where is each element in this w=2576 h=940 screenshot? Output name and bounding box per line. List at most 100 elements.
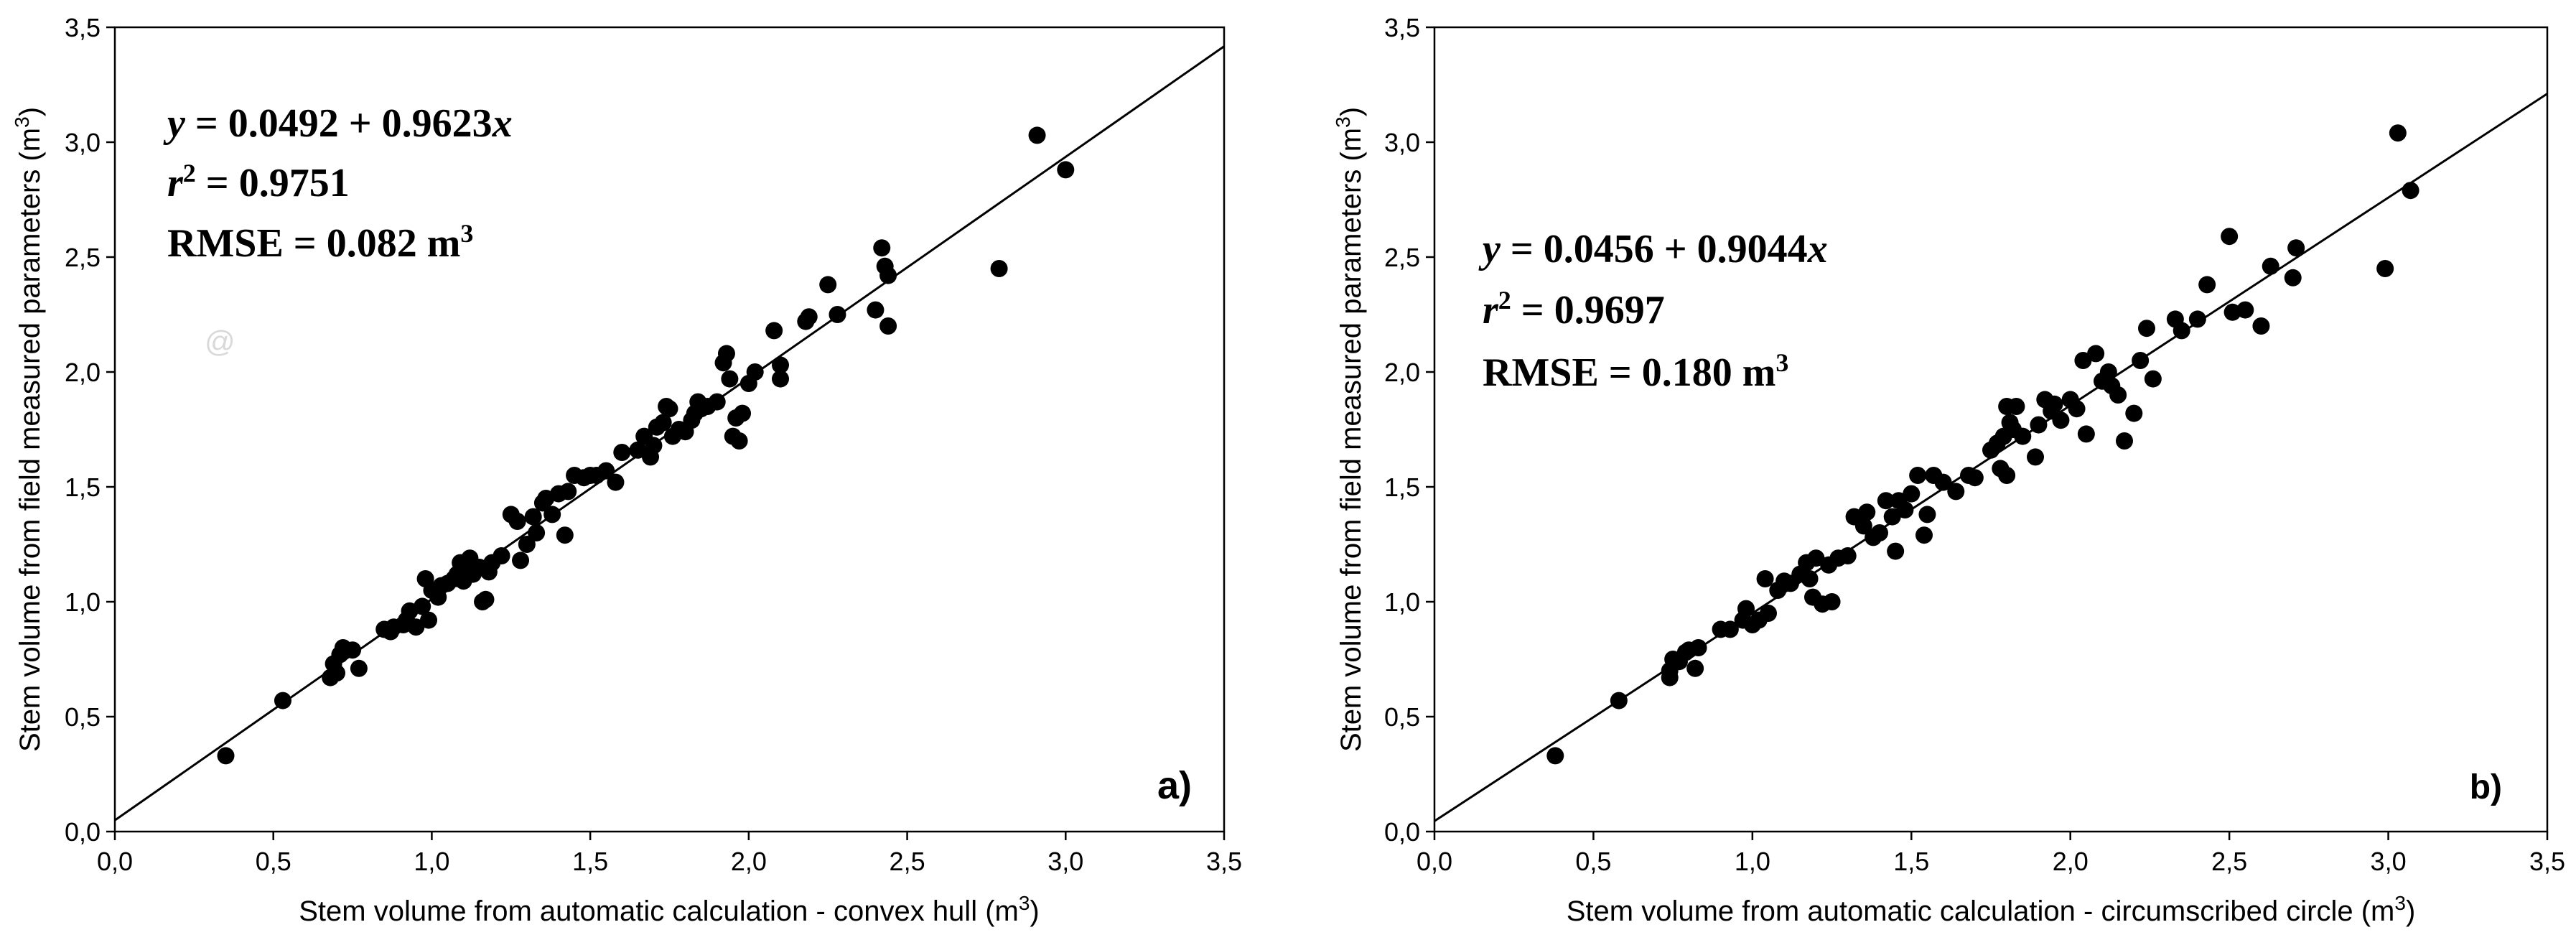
x-tick-label: 1,0 (414, 847, 449, 876)
data-point (2109, 386, 2127, 404)
data-point (1966, 469, 1984, 487)
y-axis-label-b: Stem volume from field measured paramete… (1332, 107, 1368, 752)
y-axis-label-a: Stem volume from field measured paramete… (11, 107, 47, 752)
x-tick-label: 3,5 (1206, 847, 1242, 876)
data-point (879, 266, 897, 284)
panel-a: 0,0 0,5 1,0 1,5 2,0 2,5 3,0 3,5 0,0 0,5 1,0 1,5 2,0… (11, 13, 1243, 927)
data-point (344, 641, 362, 659)
x-tick-label: 1,0 (1735, 847, 1770, 876)
data-point (1903, 485, 1921, 503)
data-point (1057, 161, 1075, 179)
x-tick-label: 2,0 (2053, 847, 2089, 876)
data-point (746, 363, 764, 381)
data-point (274, 692, 291, 709)
y-tick-label: 2,5 (65, 243, 101, 272)
plot-frame-a (113, 26, 1226, 833)
y-axis-ticks-a: 0,0 0,5 1,0 1,5 2,0 2,5 3,0 3,5 (65, 13, 115, 847)
data-point (1686, 659, 1704, 677)
data-point (2284, 269, 2302, 287)
data-point (819, 276, 837, 294)
data-point (2223, 303, 2241, 321)
data-point (1721, 620, 1739, 638)
y-tick-label: 3,5 (1384, 13, 1420, 42)
data-point (2236, 301, 2254, 319)
data-point (1858, 503, 1876, 521)
x-tick-label: 2,5 (890, 847, 925, 876)
x-tick-label: 2,5 (2211, 847, 2247, 876)
data-point (1896, 501, 1914, 518)
x-axis-ticks-a: 0,0 0,5 1,0 1,5 2,0 2,5 3,0 3,5 (97, 832, 1242, 876)
data-point (2074, 352, 2092, 369)
y-tick-label: 3,5 (65, 13, 101, 42)
equation-a: y = 0.0492 + 0.9623x (163, 101, 513, 146)
data-point (2027, 448, 2044, 466)
y-tick-label: 3,0 (1384, 128, 1420, 157)
data-point (734, 404, 752, 422)
data-point (2068, 400, 2086, 418)
data-point (1934, 473, 1952, 491)
data-point (328, 664, 345, 682)
data-point (990, 260, 1008, 277)
data-point (556, 526, 574, 544)
data-point (1839, 547, 1857, 564)
x-tick-label: 1,5 (572, 847, 608, 876)
data-point (2045, 395, 2063, 413)
data-point (829, 306, 846, 323)
data-point (721, 370, 739, 388)
x-tick-label: 0,0 (1417, 847, 1452, 876)
data-point (765, 322, 783, 340)
data-point (772, 356, 789, 374)
y-tick-label: 0,0 (1384, 817, 1420, 847)
data-point (2173, 322, 2190, 340)
data-point (1915, 526, 1933, 544)
data-point (1947, 483, 1965, 501)
data-point (2052, 411, 2070, 429)
y-tick-label: 1,0 (1384, 587, 1420, 617)
data-point (559, 483, 577, 501)
y-tick-label: 2,0 (65, 358, 101, 387)
x-tick-label: 0,0 (97, 847, 133, 876)
data-point (493, 547, 510, 564)
data-point (613, 444, 631, 461)
x-axis-label-b: Stem volume from automatic calculation -… (1567, 892, 2416, 928)
data-point (879, 317, 897, 335)
x-tick-label: 3,0 (1047, 847, 1083, 876)
data-point (508, 513, 526, 530)
data-point (2007, 398, 2025, 415)
data-points-b (1546, 124, 2419, 765)
data-point (1883, 508, 1901, 526)
data-point (543, 506, 561, 523)
data-point (420, 611, 438, 629)
data-point (2221, 228, 2239, 246)
y-tick-label: 1,5 (1384, 473, 1420, 502)
data-point (1877, 492, 1895, 510)
x-tick-label: 2,0 (731, 847, 767, 876)
x-tick-label: 3,0 (2371, 847, 2407, 876)
data-point (717, 345, 735, 363)
y-tick-label: 0,0 (65, 817, 101, 847)
y-tick-label: 1,5 (65, 473, 101, 502)
data-point (1823, 593, 1841, 610)
r-squared-a: r2 = 0.9751 (167, 159, 350, 205)
data-point (867, 301, 885, 319)
data-point (1689, 639, 1707, 656)
rmse-b: RMSE = 0.180 m3 (1483, 348, 1788, 395)
data-point (2188, 310, 2206, 328)
data-point (1801, 570, 1819, 587)
data-point (661, 400, 678, 418)
x-tick-label: 0,5 (256, 847, 291, 876)
panel-label-b: b) (2470, 768, 2502, 806)
data-point (772, 370, 789, 388)
y-tick-label: 0,5 (65, 702, 101, 732)
data-point (477, 590, 495, 608)
stray-mark-a: @ (205, 325, 235, 358)
plot-frame-b (1433, 26, 2549, 833)
data-point (1854, 517, 1872, 535)
data-point (217, 747, 235, 765)
data-point (730, 432, 748, 450)
data-point (1756, 570, 1774, 587)
data-point (645, 437, 663, 455)
data-point (1737, 600, 1755, 618)
data-point (1610, 692, 1628, 709)
y-tick-label: 2,5 (1384, 243, 1420, 272)
